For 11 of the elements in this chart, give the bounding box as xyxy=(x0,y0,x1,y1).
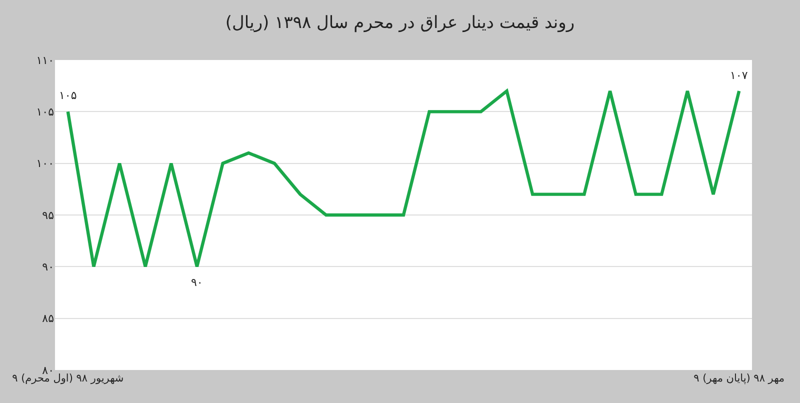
y-tick-label: ۱۰۰ xyxy=(36,157,54,170)
y-tick-label: ۸۵ xyxy=(42,312,54,326)
data-label: ۱۰۷ xyxy=(730,69,748,82)
data-label: ۱۰۵ xyxy=(59,89,77,102)
y-tick-label: ۱۱۰ xyxy=(36,54,54,67)
y-tick-label: ۹۵ xyxy=(42,208,54,222)
x-tick-label: ۹ مهر ۹۸ (پایان مهر) xyxy=(694,372,785,384)
data-label: ۹۰ xyxy=(191,276,203,289)
y-tick-label: ۱۰۵ xyxy=(36,106,54,119)
chart-title: روند قیمت دینار عراق در محرم سال ۱۳۹۸ (ریال) xyxy=(225,13,575,34)
y-tick-label: ۹۰ xyxy=(42,260,54,274)
